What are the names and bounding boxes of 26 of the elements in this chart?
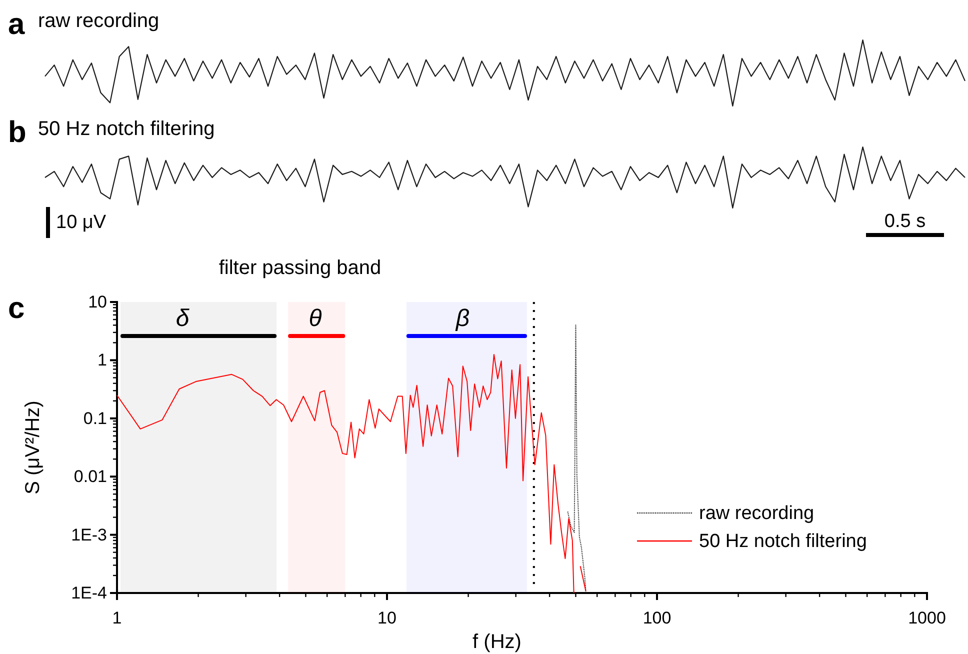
legend-label: 50 Hz notch filtering: [699, 531, 867, 552]
chart-title: raw recording: [38, 10, 160, 32]
band-label: θ: [308, 305, 322, 332]
x-tick-label: 100: [642, 608, 672, 628]
text: c: [8, 292, 25, 325]
x-axis-title: f (Hz): [472, 631, 522, 653]
x-tick-label: 1: [112, 608, 122, 628]
text: 0.5 s: [884, 211, 926, 232]
x-tick-label: 10: [378, 608, 396, 628]
text: b: [8, 116, 26, 149]
chart-title: filter passing band: [218, 257, 382, 279]
y-tick-label: 0.1: [83, 408, 107, 428]
band-label: β: [454, 305, 470, 332]
line-series: [567, 324, 586, 592]
y-axis-title: S (μV²/Hz): [22, 400, 44, 494]
y-tick-label: 0.01: [74, 467, 107, 486]
legend-label: raw recording: [699, 503, 814, 524]
y-tick-label: 10: [88, 292, 107, 312]
x-tick-label: 1000: [908, 608, 946, 628]
y-tick-label: 1E-4: [71, 583, 107, 602]
text: 10 μV: [56, 212, 106, 233]
text: a: [8, 8, 25, 41]
chart-title: 50 Hz notch filtering: [38, 118, 215, 140]
band-label: δ: [176, 305, 190, 332]
y-tick-label: 1: [98, 350, 107, 370]
y-tick-label: 1E-3: [71, 525, 107, 544]
